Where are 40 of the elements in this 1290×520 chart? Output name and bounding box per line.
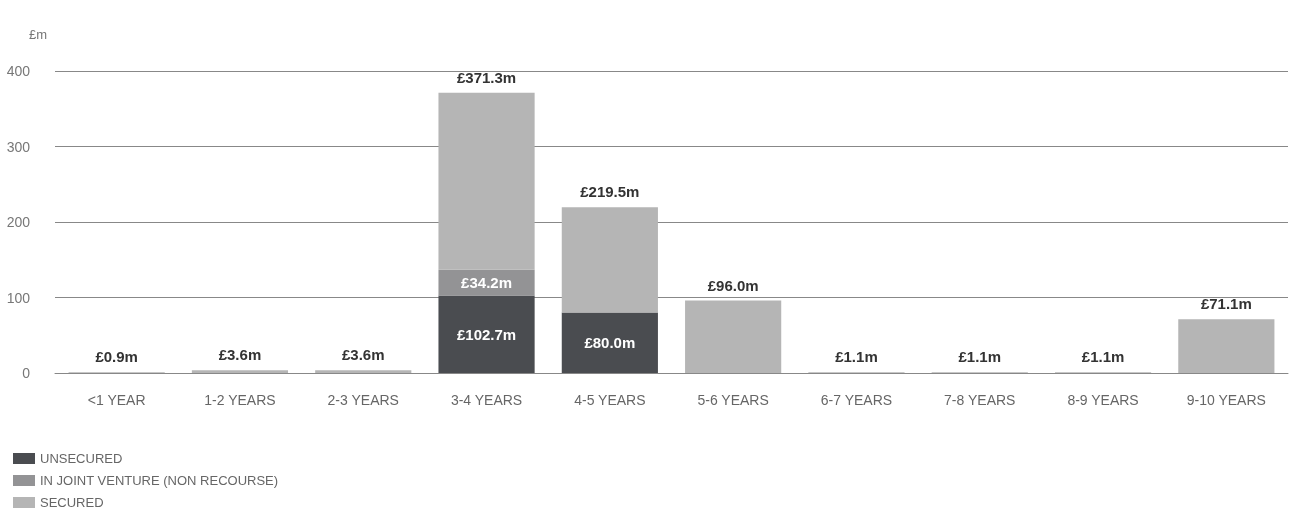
- x-tick-label: 9-10 YEARS: [1186, 392, 1266, 408]
- legend-label: UNSECURED: [40, 451, 123, 466]
- bar: [685, 300, 782, 373]
- x-tick-label: 3-4 YEARS: [450, 392, 523, 408]
- bar: [438, 295, 535, 373]
- bar: [561, 207, 658, 313]
- y-tick-label: 400: [6, 63, 31, 79]
- total-label: £1.1m: [835, 348, 878, 366]
- bar: [191, 370, 289, 373]
- total-label: £219.5m: [580, 183, 640, 201]
- legend-label: IN JOINT VENTURE (NON RECOURSE): [40, 473, 279, 488]
- x-tick-label: 8-9 YEARS: [1067, 392, 1139, 408]
- total-label: £1.1m: [958, 348, 1002, 366]
- y-tick-label: 200: [6, 214, 31, 230]
- total-label: £3.6m: [341, 346, 385, 364]
- y-axis-title: £m: [28, 27, 47, 42]
- y-tick-label: 300: [6, 138, 31, 155]
- total-label: £96.0m: [707, 276, 759, 294]
- data-label: £34.2m: [461, 274, 512, 292]
- x-tick-label: 5-6 YEARS: [697, 392, 769, 408]
- bar: [315, 370, 412, 373]
- x-tick-label: <1 YEAR: [87, 392, 146, 408]
- y-tick-label: 0: [22, 365, 31, 381]
- x-tick-label: 1-2 YEARS: [204, 392, 276, 408]
- total-label: £0.9m: [95, 348, 138, 366]
- data-label: £102.7m: [456, 325, 517, 343]
- x-tick-label: 2-3 YEARS: [327, 392, 399, 408]
- y-tick-label: 100: [6, 289, 31, 306]
- bar: [438, 92, 535, 270]
- bar: [561, 312, 658, 373]
- data-label: £80.0m: [584, 334, 636, 352]
- bar: [1178, 319, 1275, 373]
- total-label: £71.1m: [1200, 295, 1252, 313]
- total-label: £3.6m: [218, 346, 262, 364]
- x-tick-label: 4-5 YEARS: [574, 392, 646, 408]
- total-label: £371.3m: [456, 68, 517, 86]
- x-tick-label: 7-8 YEARS: [944, 392, 1016, 408]
- legend-label: SECURED: [40, 495, 104, 510]
- x-tick-label: 6-7 YEARS: [820, 392, 893, 408]
- total-label: £1.1m: [1081, 348, 1125, 366]
